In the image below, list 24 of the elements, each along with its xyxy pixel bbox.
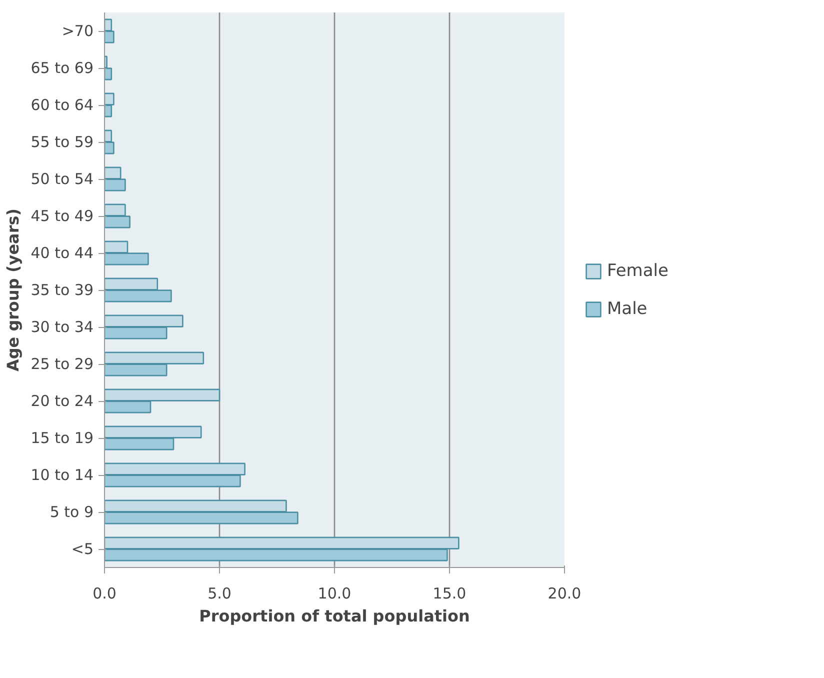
legend-label: Male [607, 298, 648, 318]
y-tick-label: <5 [71, 540, 94, 558]
x-tick-label: 5.0 [208, 584, 232, 602]
y-tick-label: 35 to 39 [30, 281, 94, 299]
y-tick-label: 40 to 44 [30, 244, 94, 262]
x-axis-title: Proportion of total population [199, 606, 470, 626]
y-tick-label: 65 to 69 [30, 59, 94, 77]
y-tick-label: 15 to 19 [30, 429, 94, 447]
x-tick-label: 10.0 [318, 584, 352, 602]
y-tick-label: 45 to 49 [30, 207, 94, 225]
y-tick-label: >70 [62, 22, 94, 40]
x-tick-label: 0.0 [92, 584, 116, 602]
x-tick-label: 15.0 [432, 584, 466, 602]
y-tick-label: 60 to 64 [30, 96, 94, 114]
legend-label: Female [607, 260, 668, 280]
y-tick-label: 30 to 34 [30, 318, 94, 336]
y-tick-label: 25 to 29 [30, 355, 94, 373]
y-tick-label: 20 to 24 [30, 392, 94, 410]
y-tick-label: 55 to 59 [30, 133, 94, 151]
y-tick-label: 5 to 9 [50, 503, 94, 521]
y-axis-title: Age group (years) [4, 208, 23, 372]
y-tick-label: 50 to 54 [30, 170, 94, 188]
y-tick-label: 10 to 14 [30, 466, 94, 484]
x-tick-label: 20.0 [548, 584, 582, 602]
